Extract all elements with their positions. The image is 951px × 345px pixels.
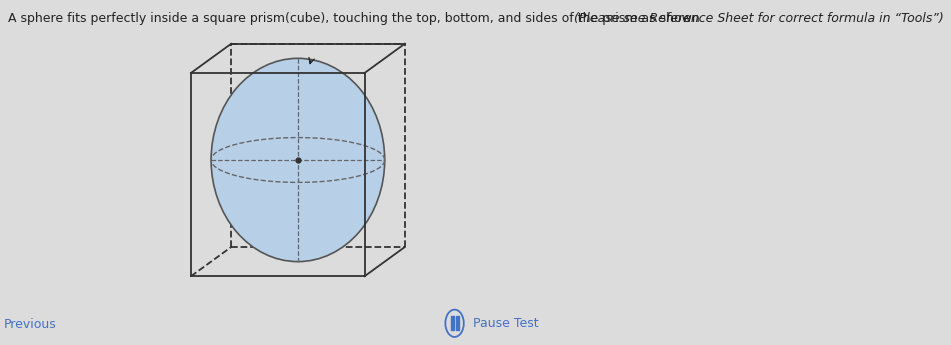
Text: (Please see Reference Sheet for correct formula in “Tools”): (Please see Reference Sheet for correct … xyxy=(574,12,944,25)
Ellipse shape xyxy=(211,58,385,262)
Text: Pause Test: Pause Test xyxy=(469,317,538,330)
Text: A sphere fits perfectly inside a square prism(cube), touching the top, bottom, a: A sphere fits perfectly inside a square … xyxy=(8,12,708,25)
Text: Previous: Previous xyxy=(4,318,56,331)
